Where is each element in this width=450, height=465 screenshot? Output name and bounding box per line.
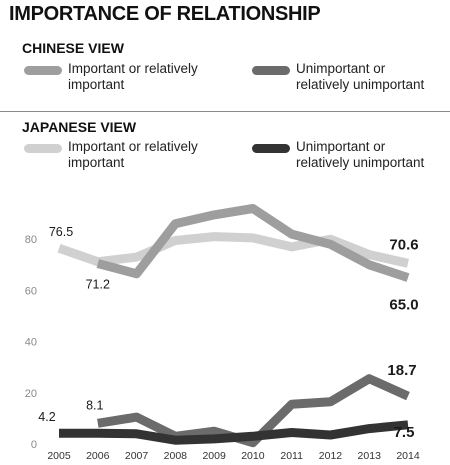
data-label: 7.5 [394, 424, 415, 441]
legend-label: Unimportant or relatively unimportant [296, 61, 425, 92]
chinese-view-heading: CHINESE VIEW [22, 40, 124, 56]
japanese-view-heading: JAPANESE VIEW [22, 119, 137, 135]
x-tick-label: 2008 [164, 450, 188, 462]
x-tick-label: 2010 [241, 450, 265, 462]
section-divider [0, 111, 450, 112]
series-line-2 [96, 204, 410, 282]
data-label: 65.0 [389, 297, 418, 314]
y-tick-label: 20 [25, 388, 37, 400]
chart-title: IMPORTANCE OF RELATIONSHIP [9, 3, 321, 25]
legend-swatch [252, 66, 290, 75]
legend-japanese-important: Important or relatively important [24, 139, 208, 171]
legend-chinese-unimportant: Unimportant or relatively unimportant [252, 61, 436, 93]
data-label: 71.2 [86, 278, 110, 292]
legend-swatch [24, 144, 62, 153]
series-line-3 [97, 374, 410, 448]
x-tick-label: 2009 [202, 450, 226, 462]
x-tick-label: 2011 [280, 450, 303, 462]
y-tick-label: 0 [31, 439, 37, 451]
legend-chinese-important: Important or relatively important [24, 61, 208, 93]
y-tick-label: 40 [25, 337, 37, 349]
y-tick-label: 80 [25, 234, 37, 246]
legend-japanese-unimportant: Unimportant or relatively unimportant [252, 139, 436, 171]
x-tick-label: 2014 [396, 450, 420, 462]
legend-swatch [252, 144, 290, 153]
legend-label: Important or relatively important [68, 139, 198, 170]
data-label: 70.6 [389, 236, 418, 253]
series-line-4 [59, 420, 409, 445]
x-tick-label: 2005 [47, 450, 71, 462]
x-tick-label: 2012 [319, 450, 343, 462]
x-tick-label: 2007 [125, 450, 149, 462]
legend-label: Important or relatively important [68, 61, 198, 92]
data-label: 18.7 [387, 362, 416, 379]
series-line-1 [57, 232, 409, 268]
data-label: 8.1 [86, 398, 103, 412]
data-label: 4.2 [38, 410, 55, 424]
legend-swatch [24, 66, 62, 75]
x-tick-label: 2006 [86, 450, 110, 462]
data-label: 76.5 [49, 225, 73, 239]
x-tick-label: 2013 [358, 450, 382, 462]
y-tick-label: 60 [25, 285, 37, 297]
legend-label: Unimportant or relatively unimportant [296, 139, 425, 170]
